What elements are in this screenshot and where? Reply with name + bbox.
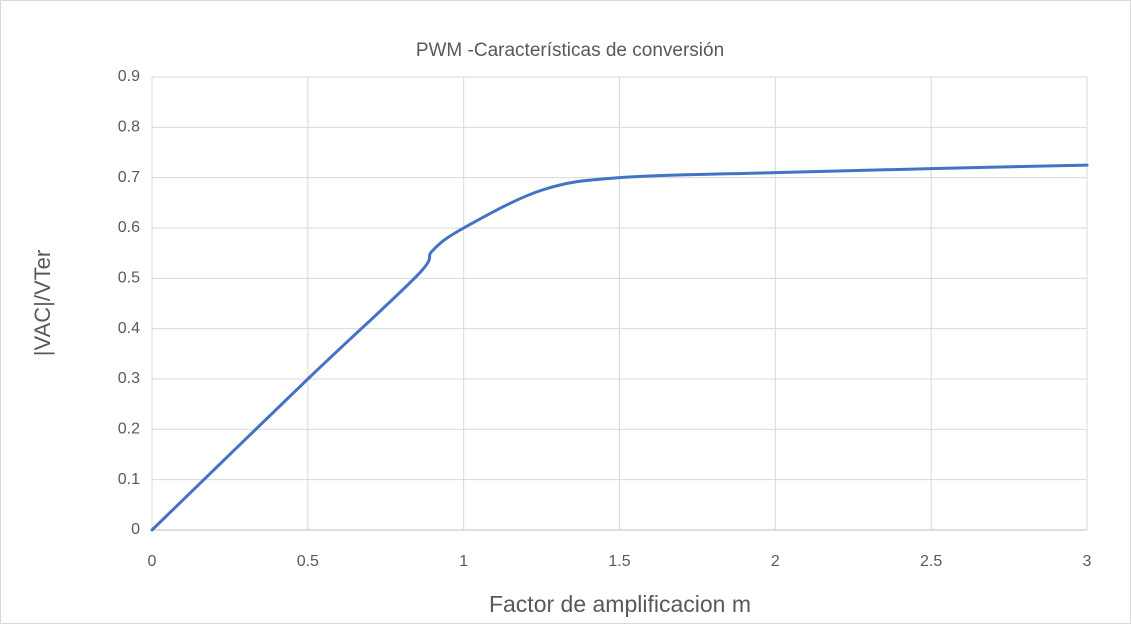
y-tick-label: 0.2	[118, 421, 140, 438]
y-tick-label: 0.8	[118, 119, 140, 136]
x-tick-label: 2.5	[920, 553, 942, 570]
y-tick-label: 0.3	[118, 370, 140, 387]
chart-title: PWM -Características de conversión	[416, 40, 724, 61]
y-tick-label: 0.6	[118, 219, 140, 236]
y-tick-label: 0.7	[118, 169, 140, 186]
y-tick-label: 0.1	[118, 471, 140, 488]
x-tick-label: 2	[771, 553, 780, 570]
y-tick-label: 0.5	[118, 270, 140, 287]
x-tick-label: 0.5	[297, 553, 319, 570]
x-tick-label: 0	[148, 553, 157, 570]
y-tick-label: 0.4	[118, 320, 140, 337]
y-tick-label: 0.9	[118, 68, 140, 85]
x-axis-label: Factor de amplificacion m	[489, 591, 751, 617]
y-axis-label: |VAC|/VTer	[30, 250, 55, 356]
x-tick-label: 1	[459, 553, 468, 570]
x-tick-label: 3	[1083, 553, 1092, 570]
line-series	[150, 163, 1089, 532]
x-tick-label: 1.5	[608, 553, 630, 570]
y-tick-label: 0	[131, 521, 140, 538]
